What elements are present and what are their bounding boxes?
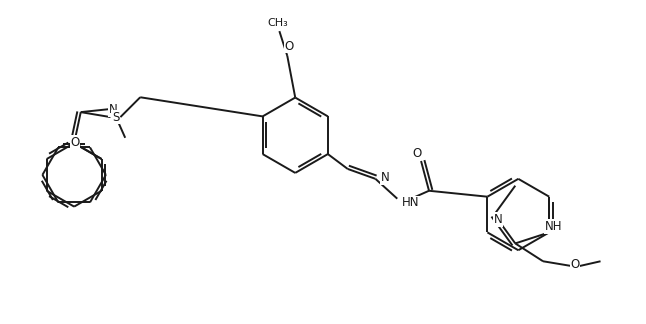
Text: O: O	[285, 40, 294, 52]
Text: N: N	[494, 213, 503, 226]
Text: N: N	[109, 103, 118, 116]
Text: NH: NH	[545, 220, 562, 233]
Text: S: S	[112, 110, 119, 123]
Text: O: O	[570, 258, 579, 271]
Text: CH₃: CH₃	[267, 18, 287, 28]
Text: HN: HN	[402, 196, 420, 209]
Text: O: O	[70, 136, 79, 149]
Text: O: O	[412, 146, 422, 160]
Text: N: N	[380, 171, 389, 184]
